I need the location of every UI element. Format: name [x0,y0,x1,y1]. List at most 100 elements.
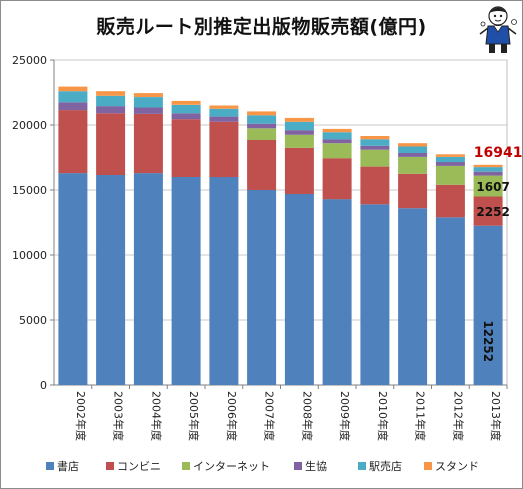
bar-segment [171,177,201,385]
legend-label: 生協 [305,460,327,473]
bar-segment [247,128,277,140]
data-label: 12252 [481,320,495,362]
bar-segment [171,119,201,177]
legend-item: 書店 [46,458,79,474]
legend-swatch [294,462,302,470]
bar-segment [96,95,126,107]
y-tick-label: 5000 [19,314,47,327]
bar-segment [284,134,314,148]
legend-item: 生協 [294,458,327,474]
mascot-illustration [479,6,517,53]
total-label: 16941 [474,145,523,161]
bar-segment [360,139,390,146]
x-tick-label: 2006年度 [225,391,239,441]
legend-swatch [358,462,366,470]
bar-segment [133,113,163,174]
x-tick-label: 2005年度 [187,391,201,441]
bar-segment [360,204,390,385]
bar-segment [435,162,465,166]
legend-label: コンビニ [117,460,161,473]
bar-segment [435,154,465,157]
bar-segment [133,173,163,385]
bar-segment [133,93,163,97]
bar-segment [284,193,314,385]
x-tick-label: 2009年度 [338,391,352,441]
x-tick-label: 2003年度 [112,391,126,441]
chart-title: 販売ルート別推定出版物販売額(億円) [96,16,427,38]
x-tick-label: 2012年度 [451,391,465,441]
bar-segment [247,115,277,124]
plot-area [53,59,508,386]
bar-segment [398,143,428,147]
bar-segment [322,128,352,133]
y-tick-label: 15000 [12,184,47,197]
bar-segment [133,107,163,114]
bar-segment [171,100,201,105]
bar-segment [322,199,352,385]
bar-segment [96,91,126,96]
bar-segment [209,121,239,178]
y-tick-label: 10000 [12,249,47,262]
bar-segment [398,173,428,209]
x-tick-label: 2004年度 [149,391,163,441]
bar-segment [322,143,352,159]
bar-segment [96,106,126,114]
bar-segment [247,111,277,116]
bar-segment [247,123,277,129]
bar-segment [284,117,314,122]
y-tick-label: 25000 [12,54,47,67]
bar-segment [398,153,428,157]
bar-segment [284,147,314,194]
x-tick-label: 2007年度 [263,391,277,441]
bar-segment [360,166,390,205]
bar-segment [435,165,465,185]
bar-segment [398,146,428,153]
bar-segment [435,217,465,385]
legend-swatch [424,462,432,470]
bar-segment [398,156,428,174]
bar-segment [473,164,503,168]
legend-item: コンビニ [106,458,161,474]
bar-segment [171,113,201,120]
y-tick-label: 20000 [12,119,47,132]
bar-segment [473,225,503,385]
legend-item: インターネット [182,458,270,474]
bar-segment [209,116,239,122]
x-tick-label: 2010年度 [376,391,390,441]
bar-segment [96,175,126,385]
x-tick-label: 2013年度 [489,391,503,441]
legend-swatch [182,462,190,470]
bar-segment [435,184,465,218]
bar-segment [58,173,88,385]
bar-segment [473,171,503,176]
bar-segment [322,158,352,200]
bar-segment [398,208,428,385]
legend-label: インターネット [193,460,270,473]
legend-item: スタンド [424,458,479,474]
bar-segment [58,110,88,174]
y-tick-label: 0 [40,379,47,392]
bar-segment [171,104,201,114]
legend: 書店 コンビニ インターネット 生協 駅売店 スタンド [40,458,510,474]
x-tick-label: 2008年度 [300,391,314,441]
bar-segment [96,113,126,175]
bar-segment [209,108,239,117]
legend-label: 駅売店 [369,460,402,473]
bar-segment [435,156,465,163]
x-tick-label: 2011年度 [414,391,428,441]
bar-segment [322,132,352,140]
bar-segment [360,149,390,167]
bar-segment [473,196,503,226]
legend-label: 書店 [57,460,79,473]
bar-segment [247,190,277,385]
bar-segment [209,105,239,109]
bar-segment [473,167,503,172]
bar-segment [360,136,390,140]
bar-segment [284,121,314,131]
legend-swatch [106,462,114,470]
data-label: 2252 [476,205,509,219]
bar-segment [133,97,163,108]
legend-item: 駅売店 [358,458,402,474]
bar-segment [58,86,88,92]
